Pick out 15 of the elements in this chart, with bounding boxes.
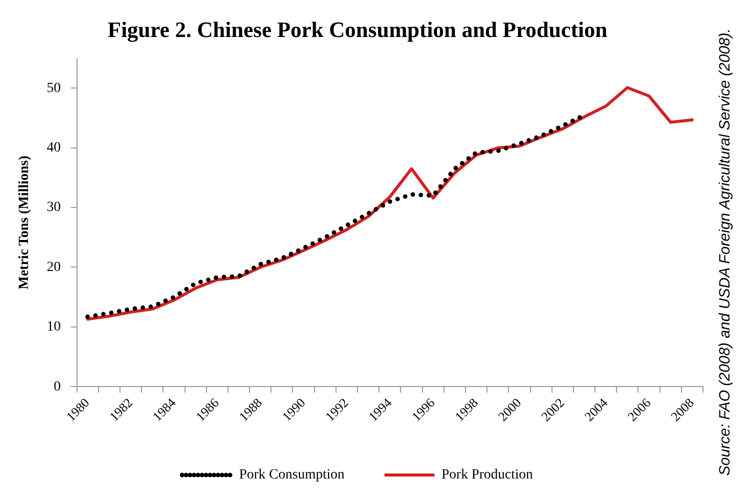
legend-label: Pork Consumption [239,468,345,483]
y-tick-label: 50 [46,80,61,96]
y-tick-label: 10 [46,320,61,335]
source-note: Source: FAO (2008) and USDA Foreign Agricultural Service (2008). [716,28,734,476]
chart-title: Figure 2. Chinese Pork Consumption and Production [108,16,608,42]
y-tick-label: 0 [54,379,61,394]
x-tick-label: 1992 [322,395,352,424]
y-tick-label: 20 [46,260,61,275]
x-tick-label: 1980 [63,395,92,424]
x-tick-label: 1990 [279,395,308,424]
legend-label: Pork Production [442,468,533,483]
y-axis-title: Metric Tons (Millions) [17,155,32,290]
y-tick-label: 30 [46,200,61,216]
y-tick-label: 40 [46,140,61,156]
x-tick-label: 1982 [106,395,136,424]
